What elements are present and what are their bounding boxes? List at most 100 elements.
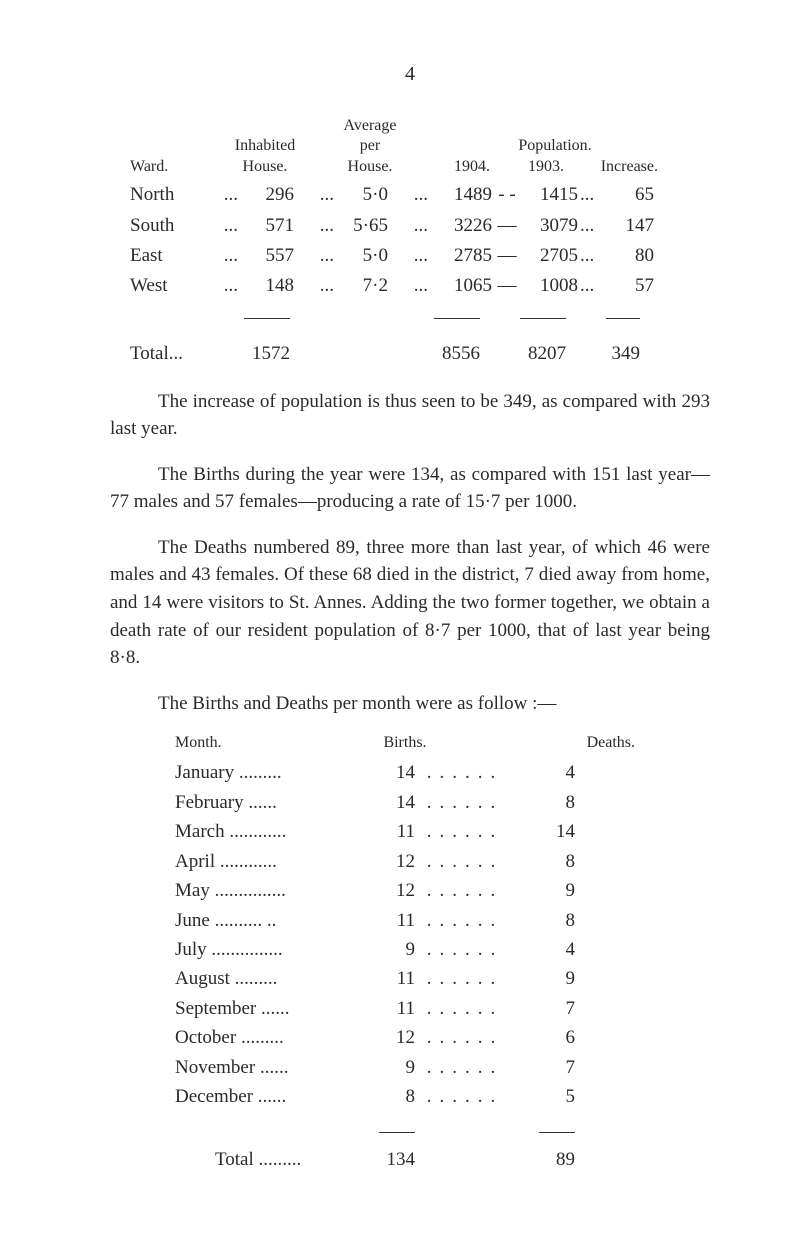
t1-ward: West [130,271,210,301]
t2-month: August ......... [175,964,355,993]
t2-deaths: 14 [515,817,575,846]
dots: ...... [415,817,515,846]
t1-population: Population. [420,137,690,155]
t2-h-deaths: Deaths. [455,731,645,754]
t1-total-label: Total... [130,339,238,369]
dots: ...... [415,758,515,787]
page-number: 4 [110,60,710,89]
dots: ... [294,211,338,241]
para-3: The Deaths numbered 89, three more than … [110,534,710,672]
t1-total-row: Total... 1572 8556 8207 349 [130,339,690,369]
t1-sub-1903: 1903. [494,158,568,176]
dots: ...... [415,1053,515,1082]
t1-total-y1: 8556 [420,339,480,369]
dots: ...... [415,1082,515,1111]
table-row: December ......8......5 [175,1082,645,1111]
t2-births: 12 [355,847,415,876]
dots: ... [388,211,432,241]
table-row: November ......9......7 [175,1053,645,1082]
t1-inc: 147 [610,211,654,241]
t1-sep: — [492,211,522,241]
table-row: North...296...5·0...1489- -1415...65 [130,180,690,210]
para-2: The Births during the year were 134, as … [110,461,710,516]
t2-deaths: 9 [515,876,575,905]
t1-y1: 1065 [432,271,492,301]
table-row: July ...............9......4 [175,935,645,964]
dots: ...... [415,788,515,817]
t2-month: April ............ [175,847,355,876]
t1-avg: 5·65 [338,211,388,241]
t2-deaths: 4 [515,758,575,787]
t1-sub-1904: 1904. [420,158,494,176]
t1-sub-house: House. [210,158,320,176]
table-row: February ......14......8 [175,788,645,817]
t1-subheader: Ward. House. House. 1904. 1903. Increase… [130,158,690,176]
t2-h-births: Births. [355,731,455,754]
t2-total-label: Total ......... [175,1145,355,1174]
t2-header: Month. Births. Deaths. [175,731,645,754]
dots: ...... [415,964,515,993]
t1-inh: 296 [242,180,294,210]
dots: ... [578,211,610,241]
t1-sep: - - [492,180,522,210]
t1-avg: 5·0 [338,180,388,210]
t1-sub-house2: House. [320,158,420,176]
t1-sep: — [492,241,522,271]
dots: ... [210,241,242,271]
t1-y2: 3079 [522,211,578,241]
t2-deaths: 9 [515,964,575,993]
t2-total-row: Total ......... 134 89 [175,1145,645,1174]
t2-month: June .......... .. [175,906,355,935]
t1-ward: North [130,180,210,210]
t2-births: 8 [355,1082,415,1111]
t1-avg-mid: per [320,137,420,155]
table-row: June .......... ..11......8 [175,906,645,935]
t1-total-y2: 8207 [510,339,566,369]
t1-y2: 1415 [522,180,578,210]
dots: ... [578,241,610,271]
t2-births: 11 [355,817,415,846]
dots: ...... [415,847,515,876]
t2-births: 11 [355,964,415,993]
t2-births: 12 [355,876,415,905]
population-table: Average Inhabited per Population. Ward. … [130,117,690,370]
table-row: January .........14......4 [175,758,645,787]
t1-sub-ward: Ward. [130,158,210,176]
t1-header-top: Average [130,117,690,135]
table-row: March ............11......14 [175,817,645,846]
t2-rule [175,1114,645,1142]
t2-births: 14 [355,758,415,787]
dots: ... [210,271,242,301]
dots: ... [388,180,432,210]
table-row: May ...............12......9 [175,876,645,905]
table-row: April ............12......8 [175,847,645,876]
t2-month: March ............ [175,817,355,846]
births-deaths-table: Month. Births. Deaths. January .........… [175,731,645,1174]
dots: ... [388,241,432,271]
t1-ward: East [130,241,210,271]
t1-ward: South [130,211,210,241]
t2-month: October ......... [175,1023,355,1052]
t1-y1: 2785 [432,241,492,271]
t1-inhabited: Inhabited [210,137,320,155]
t2-month: January ......... [175,758,355,787]
dots: ... [578,180,610,210]
t1-inh: 571 [242,211,294,241]
table-row: South...571...5·65...3226— 3079...147 [130,211,690,241]
dots: ... [578,271,610,301]
t2-births: 11 [355,906,415,935]
para-1: The increase of population is thus seen … [110,388,710,443]
dots: ...... [415,876,515,905]
t2-month: May ............... [175,876,355,905]
t2-deaths: 8 [515,788,575,817]
t2-total-births: 134 [355,1145,415,1174]
t2-month: July ............... [175,935,355,964]
t1-inc: 65 [610,180,654,210]
t1-inh: 557 [242,241,294,271]
t1-sub-inc: Increase. [568,158,658,176]
table-row: October .........12......6 [175,1023,645,1052]
t1-sep: — [492,271,522,301]
t2-month: September ...... [175,994,355,1023]
dots: ... [294,241,338,271]
dots: ... [210,180,242,210]
